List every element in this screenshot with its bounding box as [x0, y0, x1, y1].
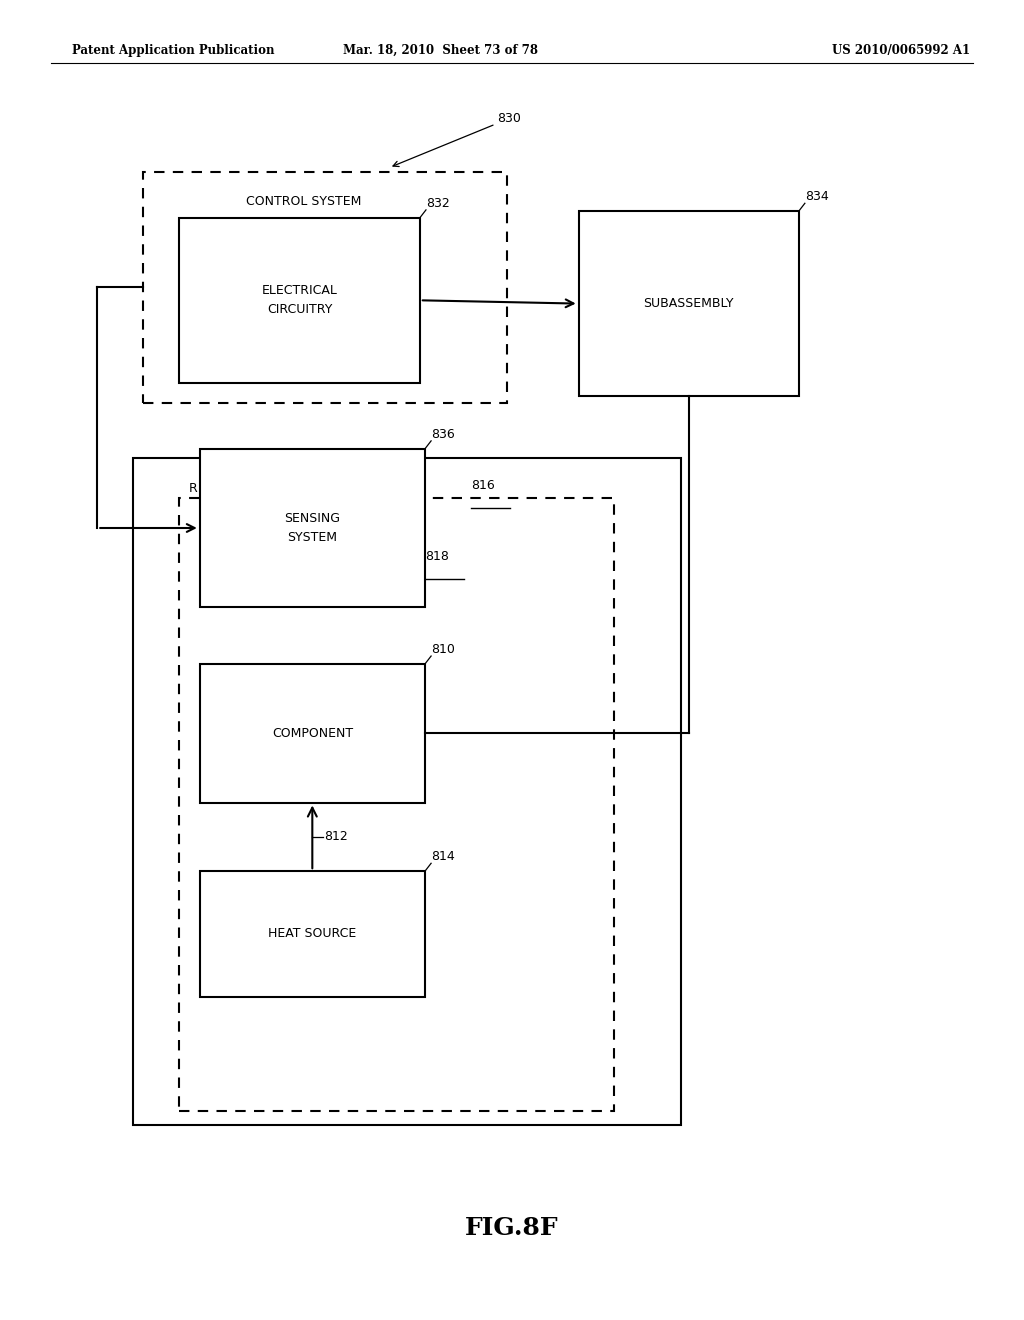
Text: CONTROL SYSTEM: CONTROL SYSTEM — [246, 195, 361, 209]
Text: 834: 834 — [805, 190, 828, 203]
Text: COMPONENT: COMPONENT — [271, 727, 353, 739]
Bar — [133, 458, 681, 1125]
Text: US 2010/0065992 A1: US 2010/0065992 A1 — [833, 44, 970, 57]
Text: HEAT SOURCE: HEAT SOURCE — [268, 928, 356, 940]
Text: SENSING
SYSTEM: SENSING SYSTEM — [285, 512, 340, 544]
Text: SUBASSEMBLY: SUBASSEMBLY — [643, 297, 734, 310]
Bar — [179, 218, 420, 383]
Text: 810: 810 — [431, 643, 455, 656]
Text: 812: 812 — [325, 830, 348, 843]
Text: 814: 814 — [431, 850, 455, 863]
Text: 836: 836 — [431, 428, 455, 441]
Text: 832: 832 — [426, 197, 450, 210]
Text: REACTOR CORE ASSEMBLY: REACTOR CORE ASSEMBLY — [220, 521, 388, 535]
Bar — [179, 498, 614, 1111]
Text: REACTOR PRESSURE VESSEL: REACTOR PRESSURE VESSEL — [189, 482, 371, 495]
Bar — [200, 449, 425, 607]
Bar — [143, 172, 507, 403]
Bar — [579, 211, 799, 396]
Text: 818: 818 — [425, 550, 449, 564]
Text: FIG.8F: FIG.8F — [465, 1216, 559, 1239]
Text: 830: 830 — [497, 112, 520, 125]
Text: ELECTRICAL
CIRCUITRY: ELECTRICAL CIRCUITRY — [261, 284, 338, 317]
Text: Mar. 18, 2010  Sheet 73 of 78: Mar. 18, 2010 Sheet 73 of 78 — [343, 44, 538, 57]
Bar — [200, 664, 425, 803]
Bar — [200, 871, 425, 997]
Text: Patent Application Publication: Patent Application Publication — [72, 44, 274, 57]
Text: 816: 816 — [471, 479, 495, 492]
